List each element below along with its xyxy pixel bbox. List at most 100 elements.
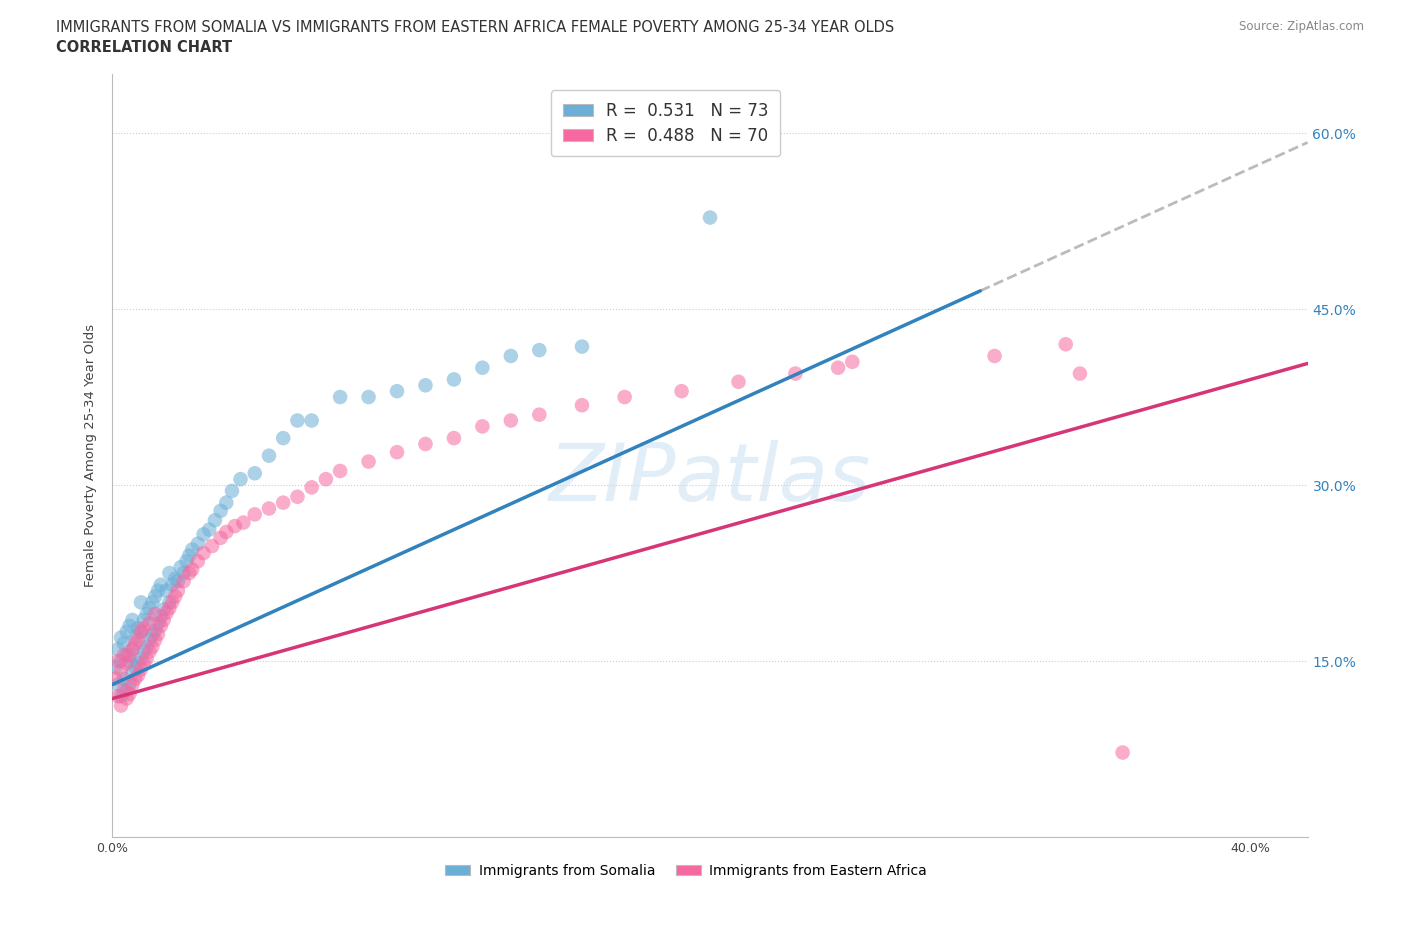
Point bbox=[112, 636, 135, 651]
Text: CORRELATION CHART: CORRELATION CHART bbox=[56, 40, 232, 55]
Point bbox=[443, 372, 465, 387]
Point bbox=[671, 384, 693, 399]
Point bbox=[179, 565, 201, 580]
Point bbox=[124, 671, 146, 686]
Point bbox=[179, 548, 201, 563]
Point bbox=[243, 466, 266, 481]
Point bbox=[115, 683, 138, 698]
Point bbox=[983, 349, 1005, 364]
Point bbox=[162, 578, 183, 592]
Point bbox=[243, 507, 266, 522]
Point bbox=[571, 339, 593, 354]
Point bbox=[143, 606, 166, 621]
Point bbox=[727, 375, 749, 390]
Point bbox=[146, 627, 169, 642]
Point bbox=[173, 574, 195, 589]
Point bbox=[157, 565, 180, 580]
Point bbox=[110, 689, 132, 704]
Point bbox=[149, 578, 172, 592]
Point bbox=[118, 618, 141, 633]
Point bbox=[287, 413, 309, 428]
Y-axis label: Female Poverty Among 25-34 Year Olds: Female Poverty Among 25-34 Year Olds bbox=[83, 325, 97, 587]
Point bbox=[471, 360, 494, 375]
Point bbox=[110, 631, 132, 645]
Point bbox=[104, 659, 127, 674]
Point bbox=[112, 647, 135, 662]
Text: ZIPatlas: ZIPatlas bbox=[548, 440, 872, 518]
Point bbox=[135, 651, 157, 666]
Point bbox=[132, 620, 155, 635]
Point bbox=[107, 642, 129, 657]
Point bbox=[132, 613, 155, 628]
Point bbox=[443, 431, 465, 445]
Point bbox=[167, 574, 190, 589]
Point bbox=[127, 656, 149, 671]
Point bbox=[110, 698, 132, 713]
Point bbox=[124, 636, 146, 651]
Point bbox=[471, 418, 494, 433]
Point bbox=[529, 342, 551, 357]
Point bbox=[193, 546, 215, 561]
Point bbox=[173, 565, 195, 580]
Point bbox=[785, 366, 807, 381]
Text: Source: ZipAtlas.com: Source: ZipAtlas.com bbox=[1239, 20, 1364, 33]
Point bbox=[1054, 337, 1077, 352]
Point bbox=[415, 378, 437, 392]
Point bbox=[127, 620, 149, 635]
Point bbox=[204, 512, 226, 527]
Point bbox=[132, 656, 155, 671]
Point bbox=[198, 522, 221, 537]
Point bbox=[118, 654, 141, 669]
Point bbox=[1111, 745, 1133, 760]
Point bbox=[209, 503, 232, 518]
Point bbox=[181, 562, 204, 577]
Point bbox=[229, 472, 252, 486]
Point bbox=[138, 644, 160, 659]
Point bbox=[157, 595, 180, 610]
Point bbox=[224, 519, 246, 534]
Point bbox=[699, 210, 721, 225]
Point bbox=[215, 525, 238, 539]
Point bbox=[201, 538, 224, 553]
Point bbox=[115, 656, 138, 671]
Point bbox=[121, 613, 143, 628]
Point bbox=[135, 640, 157, 655]
Point bbox=[529, 407, 551, 422]
Point bbox=[132, 644, 155, 659]
Point bbox=[149, 609, 172, 624]
Point bbox=[118, 647, 141, 662]
Point bbox=[121, 677, 143, 692]
Point bbox=[118, 686, 141, 701]
Point bbox=[357, 454, 380, 469]
Point bbox=[157, 601, 180, 616]
Point bbox=[209, 530, 232, 545]
Point bbox=[141, 640, 163, 655]
Point bbox=[315, 472, 337, 486]
Point bbox=[271, 495, 294, 510]
Point bbox=[165, 589, 187, 604]
Point bbox=[149, 618, 172, 633]
Point bbox=[301, 480, 323, 495]
Point bbox=[499, 349, 522, 364]
Point bbox=[155, 605, 177, 620]
Point bbox=[115, 647, 138, 662]
Point bbox=[141, 595, 163, 610]
Point bbox=[146, 583, 169, 598]
Point bbox=[127, 668, 149, 683]
Point bbox=[121, 642, 143, 657]
Point bbox=[124, 631, 146, 645]
Point bbox=[118, 677, 141, 692]
Point bbox=[127, 632, 149, 647]
Point bbox=[112, 683, 135, 698]
Point bbox=[138, 616, 160, 631]
Point bbox=[107, 677, 129, 692]
Point bbox=[143, 589, 166, 604]
Point bbox=[110, 654, 132, 669]
Point bbox=[152, 613, 174, 628]
Point bbox=[138, 632, 160, 647]
Point bbox=[112, 671, 135, 686]
Point bbox=[165, 571, 187, 586]
Point bbox=[121, 642, 143, 657]
Point bbox=[121, 665, 143, 680]
Point bbox=[170, 560, 193, 575]
